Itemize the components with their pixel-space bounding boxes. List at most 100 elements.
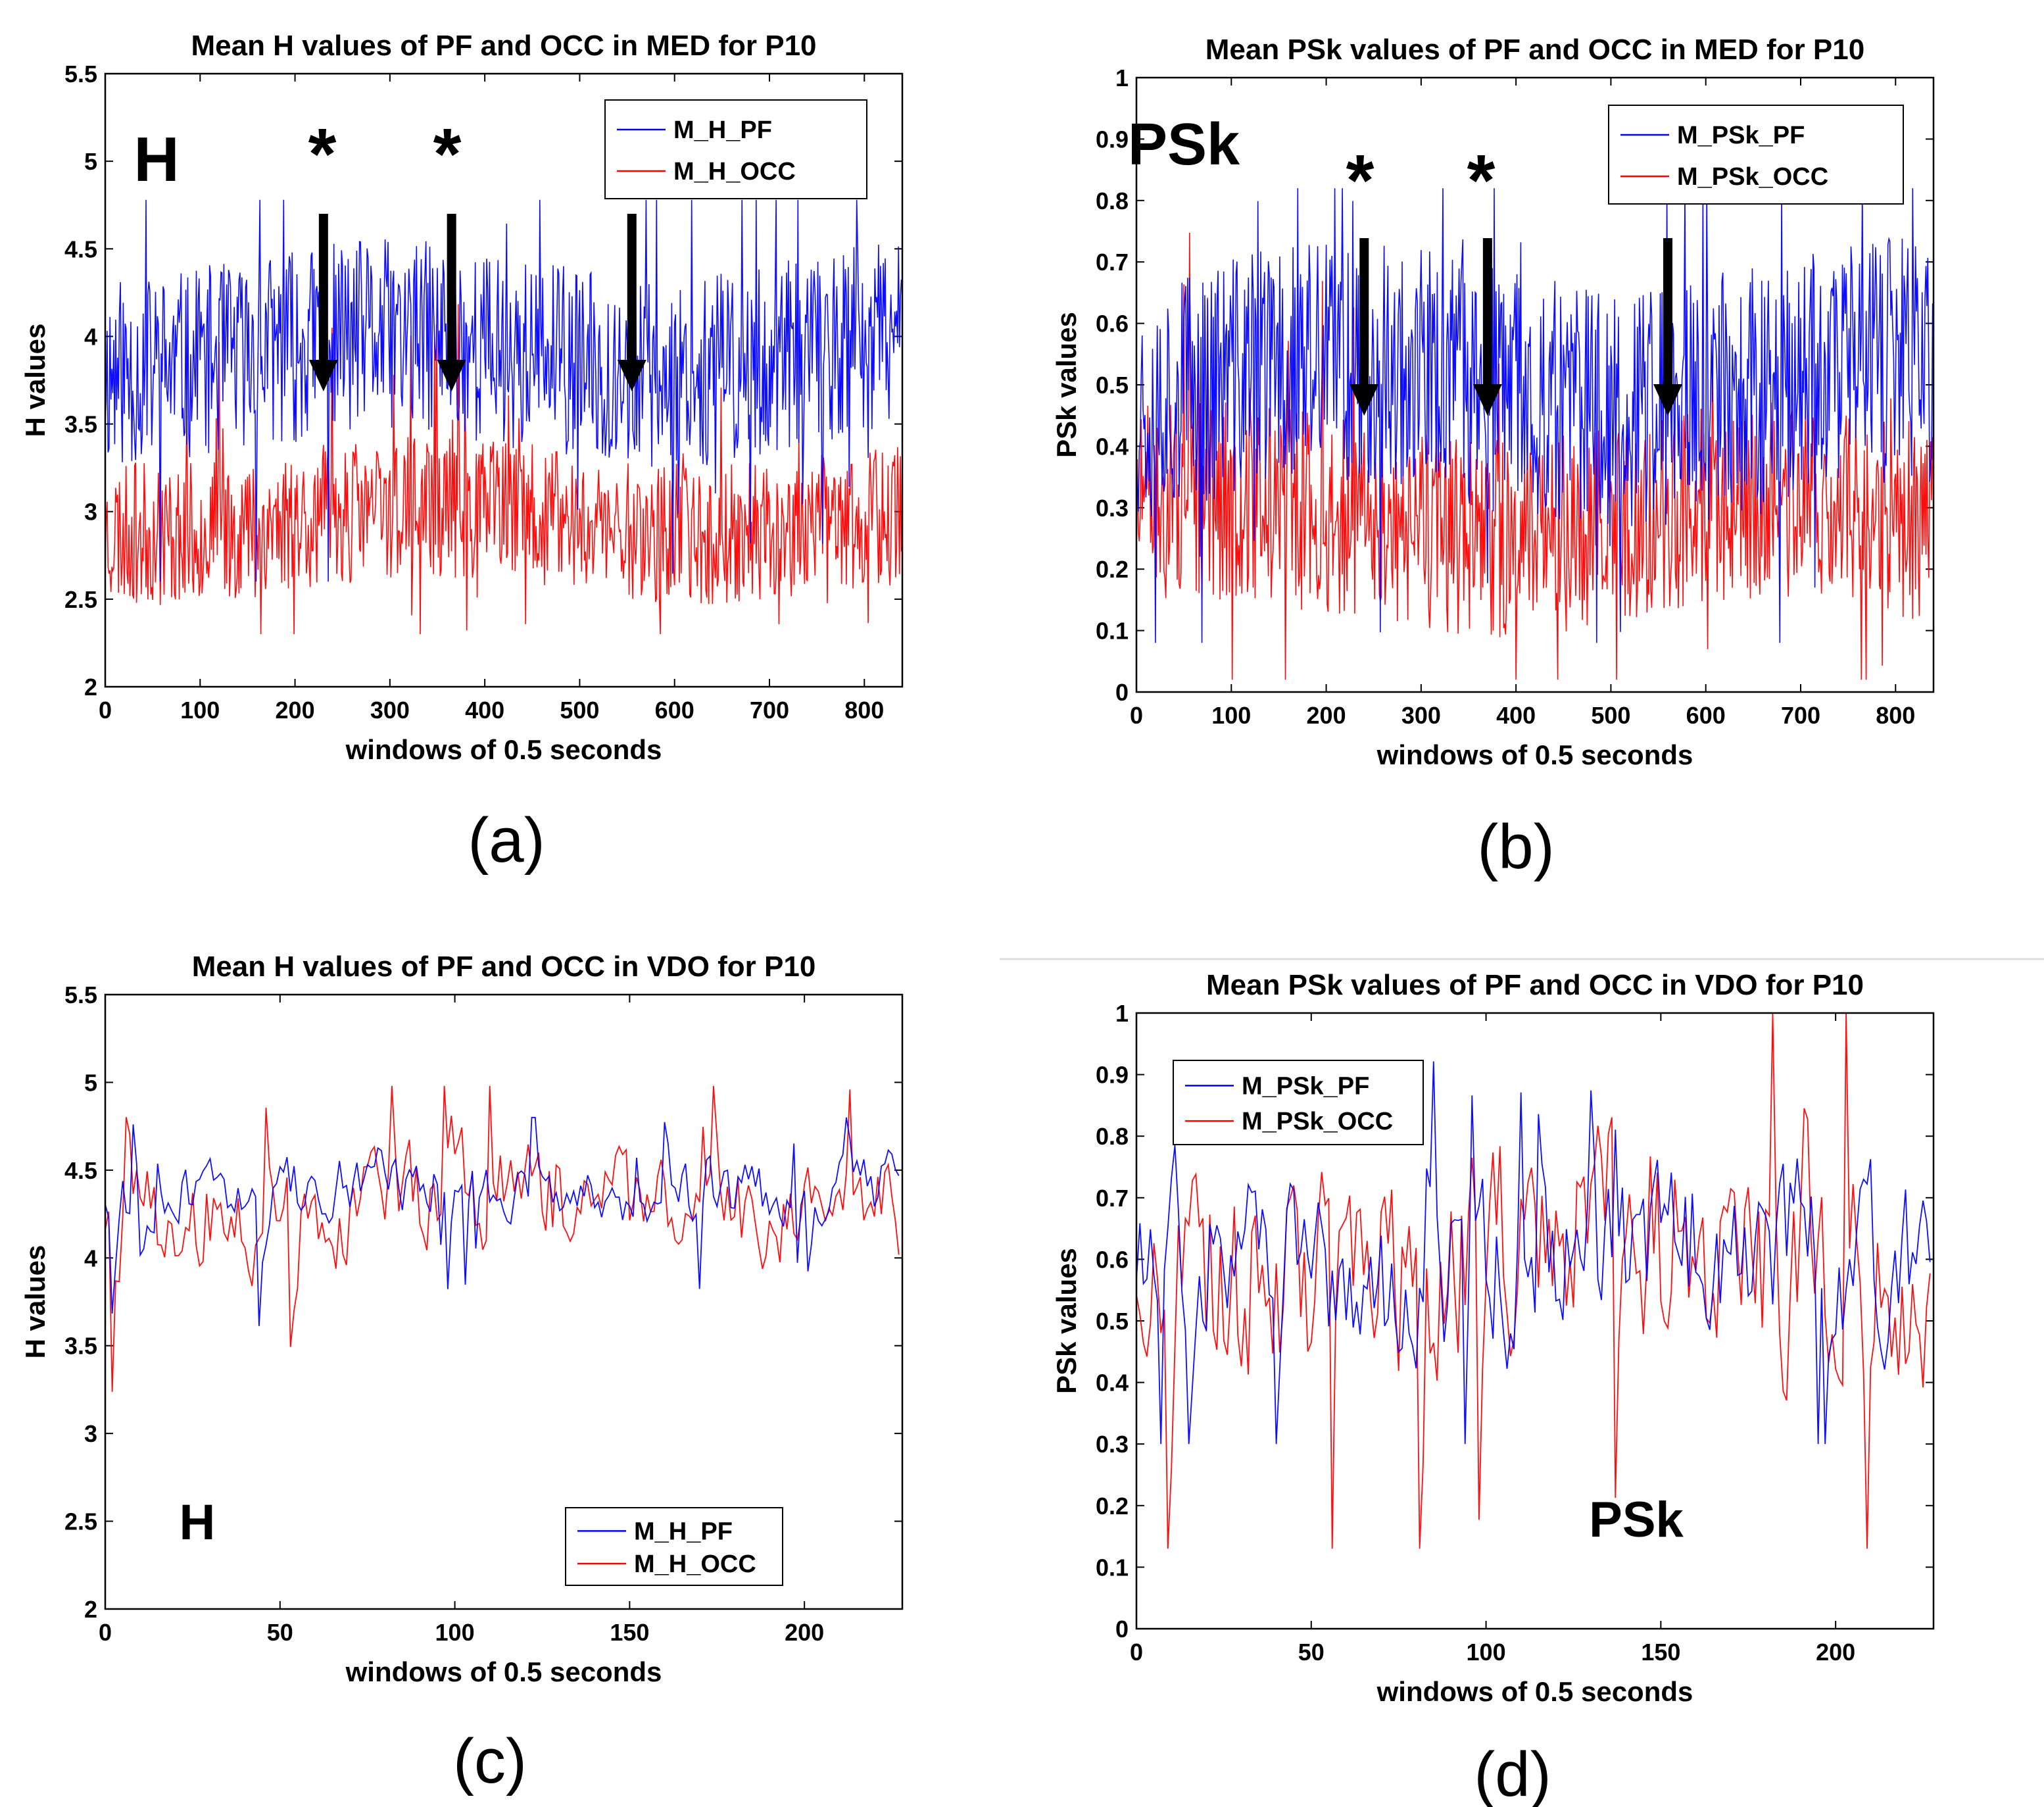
y-tick-label: 2.5 xyxy=(64,586,97,613)
x-tick-label: 50 xyxy=(1298,1639,1325,1666)
measure-annotation: PSk xyxy=(1589,1492,1684,1548)
x-tick-label: 150 xyxy=(610,1619,649,1646)
y-tick-label: 0.8 xyxy=(1096,187,1129,214)
arrow-head-icon xyxy=(437,360,466,391)
y-tick-label: 3.5 xyxy=(64,411,97,438)
x-tick-label: 100 xyxy=(435,1619,475,1646)
legend-entry: M_H_PF xyxy=(634,1518,733,1545)
chart-title: Mean PSk values of PF and OCC in MED for… xyxy=(1205,34,1864,66)
y-tick-label: 1 xyxy=(1115,64,1129,91)
chart-panel-d: Mean PSk values of PF and OCC in VDO for… xyxy=(1051,969,1935,1807)
chart-panel-b: Mean PSk values of PF and OCC in MED for… xyxy=(1051,34,1935,882)
measure-annotation: H xyxy=(180,1495,216,1550)
legend-box xyxy=(604,99,867,199)
y-tick-label: 0.2 xyxy=(1096,1493,1129,1520)
legend-entry: M_H_OCC xyxy=(634,1550,756,1578)
y-tick-label: 3 xyxy=(84,499,97,526)
series-line-m-h-pf xyxy=(105,1116,900,1326)
legend-entry: M_H_OCC xyxy=(673,158,796,186)
y-tick-label: 0 xyxy=(1115,1616,1129,1643)
y-tick-label: 1 xyxy=(1115,1000,1129,1027)
y-axis-label: PSk values xyxy=(1051,312,1082,458)
y-tick-label: 3.5 xyxy=(64,1333,97,1360)
significance-star: * xyxy=(1467,140,1496,221)
legend-box xyxy=(1608,105,1904,205)
significance-star: * xyxy=(1346,140,1375,221)
x-tick-label: 300 xyxy=(370,697,410,724)
series-line-m-h-occ xyxy=(105,1085,900,1392)
y-tick-label: 5 xyxy=(84,148,97,175)
x-tick-label: 0 xyxy=(1130,702,1143,729)
y-tick-label: 4 xyxy=(84,1245,97,1272)
significance-star: * xyxy=(433,114,462,195)
y-axis-label: H values xyxy=(20,1245,51,1359)
y-tick-label: 0.1 xyxy=(1096,618,1129,645)
y-tick-label: 0.5 xyxy=(1096,1308,1129,1335)
y-tick-label: 0.8 xyxy=(1096,1123,1129,1150)
y-tick-label: 0.1 xyxy=(1096,1554,1129,1581)
y-tick-label: 0 xyxy=(1115,679,1129,706)
x-tick-label: 0 xyxy=(99,697,112,724)
x-tick-label: 150 xyxy=(1641,1639,1680,1666)
legend-entry: M_PSk_OCC xyxy=(1677,163,1828,191)
significance-star: * xyxy=(308,114,337,195)
x-tick-label: 200 xyxy=(785,1619,824,1646)
chart-panel-a: Mean H values of PF and OCC in MED for P… xyxy=(20,30,904,876)
y-tick-label: 0.3 xyxy=(1096,495,1129,522)
x-tick-label: 600 xyxy=(655,697,694,724)
y-tick-label: 0.6 xyxy=(1096,310,1129,337)
x-tick-label: 50 xyxy=(267,1619,293,1646)
series-line-m-psk-occ xyxy=(1136,232,1934,680)
y-tick-label: 4.5 xyxy=(64,1157,97,1184)
x-tick-label: 700 xyxy=(750,697,789,724)
legend-box xyxy=(565,1507,783,1586)
y-axis-label: PSk values xyxy=(1051,1248,1082,1394)
y-tick-label: 5 xyxy=(84,1069,97,1096)
legend-entry: M_PSk_OCC xyxy=(1242,1108,1393,1135)
legend: M_PSk_PF M_PSk_OCC xyxy=(1173,1060,1424,1145)
series-line-m-psk-pf xyxy=(1136,188,1934,643)
chart-title: Mean PSk values of PF and OCC in VDO for… xyxy=(1206,969,1864,1001)
y-tick-label: 2.5 xyxy=(64,1508,97,1535)
panel-caption: (c) xyxy=(453,1726,527,1796)
chart-title: Mean H values of PF and OCC in VDO for P… xyxy=(192,951,816,983)
x-tick-label: 800 xyxy=(1876,702,1915,729)
chart-title: Mean H values of PF and OCC in MED for P… xyxy=(191,30,816,62)
x-axis-label: windows of 0.5 seconds xyxy=(1376,1676,1693,1707)
y-tick-label: 2 xyxy=(84,1596,97,1623)
measure-annotation: H xyxy=(134,124,179,195)
y-tick-label: 0.4 xyxy=(1096,1370,1129,1397)
arrow-head-icon xyxy=(617,360,646,391)
plot-frame xyxy=(104,993,904,1610)
y-tick-label: 0.7 xyxy=(1096,249,1129,276)
legend-entry: M_PSk_PF xyxy=(1242,1072,1369,1100)
chart-panel-c: Mean H values of PF and OCC in VDO for P… xyxy=(20,951,904,1796)
y-tick-label: 0.9 xyxy=(1096,126,1129,153)
plot-frame xyxy=(1135,76,1935,693)
y-tick-label: 0.9 xyxy=(1096,1062,1129,1089)
x-axis-label: windows of 0.5 seconds xyxy=(1376,739,1693,770)
series-line-m-psk-pf xyxy=(1136,1061,1931,1445)
legend-box xyxy=(1173,1060,1424,1145)
y-tick-label: 0.2 xyxy=(1096,556,1129,583)
x-tick-label: 100 xyxy=(1211,702,1251,729)
panel-caption: (b) xyxy=(1477,812,1554,882)
series-line-m-h-pf xyxy=(105,199,902,582)
legend-entry: M_H_PF xyxy=(673,116,772,144)
x-tick-label: 100 xyxy=(1467,1639,1506,1666)
legend: M_H_PF M_H_OCC xyxy=(604,99,867,199)
y-tick-label: 0.5 xyxy=(1096,372,1129,399)
plot-area xyxy=(105,995,902,1609)
y-tick-label: 4.5 xyxy=(64,235,97,262)
x-axis-label: windows of 0.5 seconds xyxy=(345,1656,662,1687)
panel-caption: (a) xyxy=(468,805,545,876)
y-tick-label: 4 xyxy=(84,323,97,350)
measure-annotation: PSk xyxy=(1128,112,1240,178)
arrow-head-icon xyxy=(1350,384,1379,416)
y-tick-label: 5.5 xyxy=(64,61,97,87)
arrow-head-icon xyxy=(1472,384,1502,416)
x-tick-label: 400 xyxy=(1496,702,1536,729)
x-axis-label: windows of 0.5 seconds xyxy=(345,734,662,765)
legend: M_PSk_PF M_PSk_OCC xyxy=(1608,105,1904,205)
arrow-head-icon xyxy=(308,360,338,391)
